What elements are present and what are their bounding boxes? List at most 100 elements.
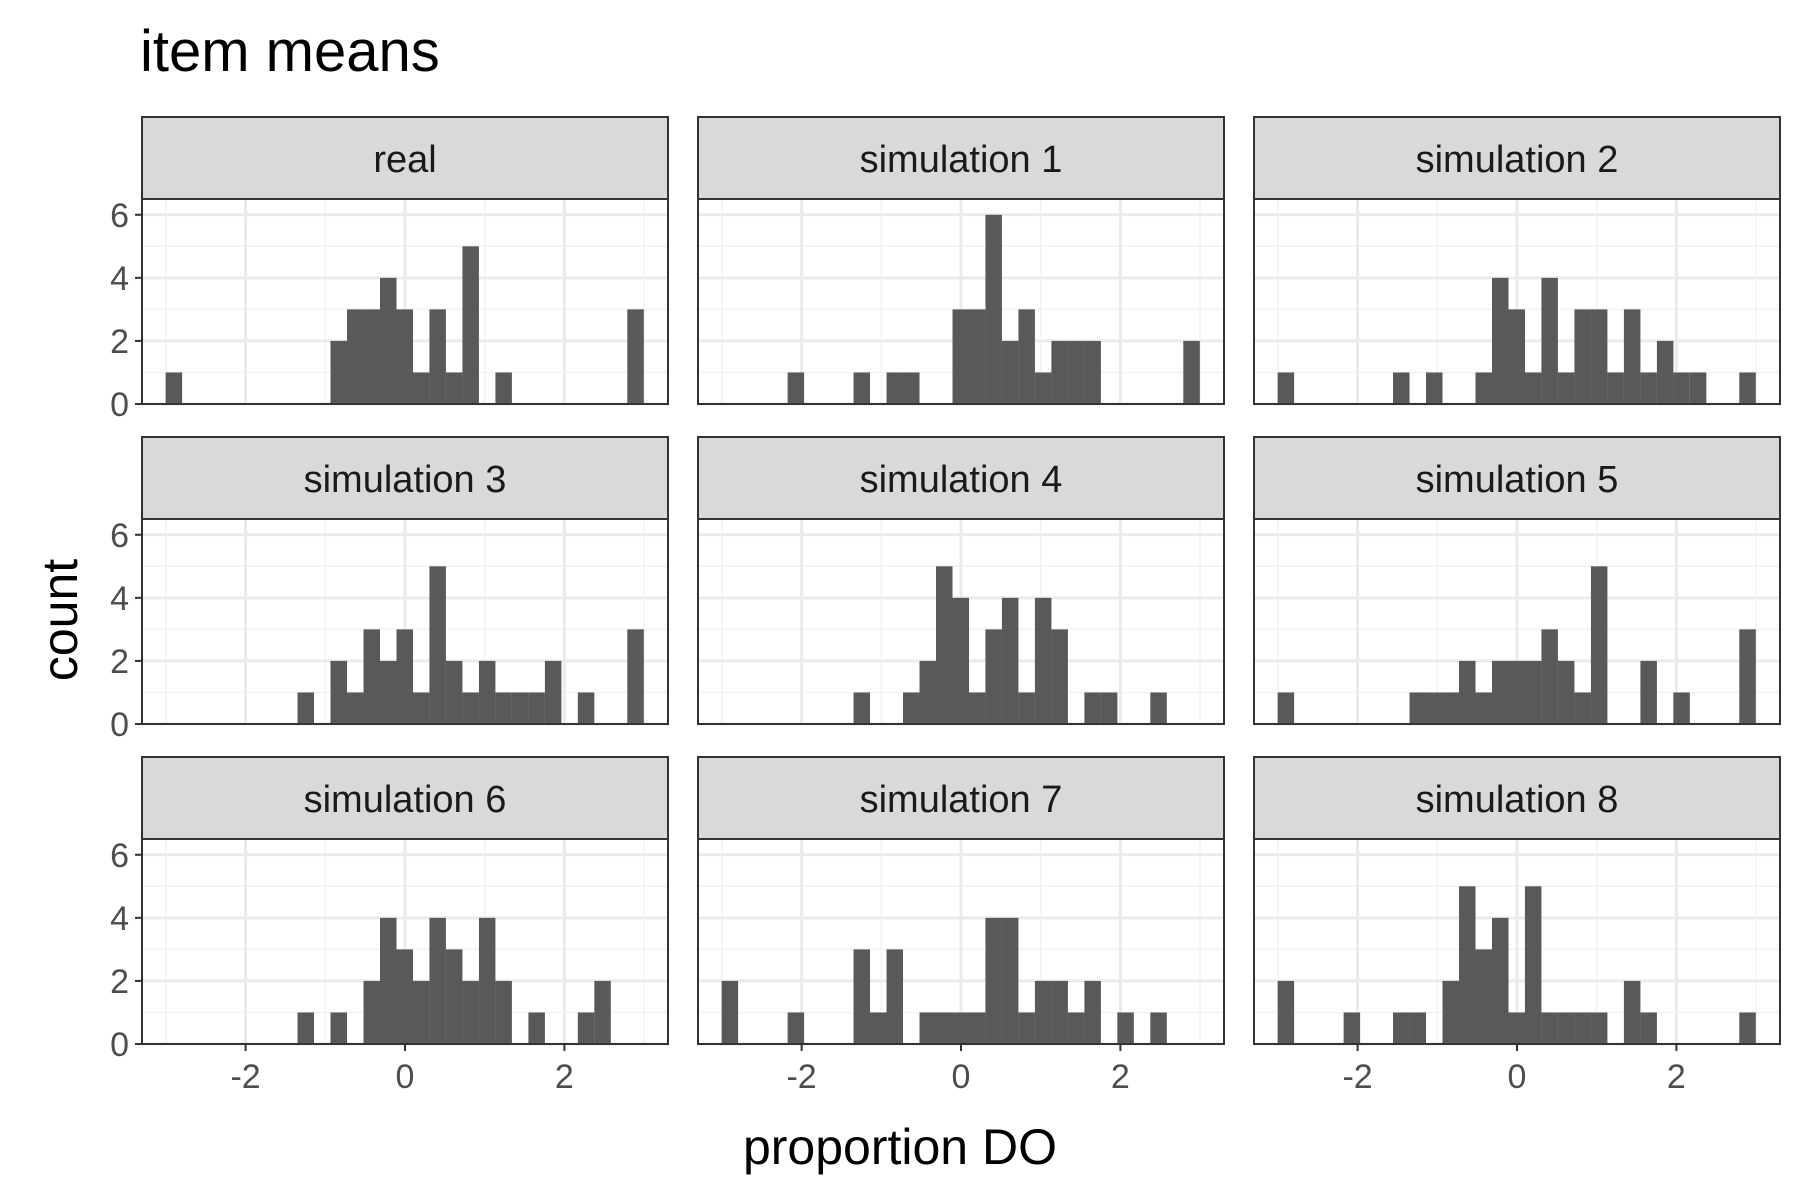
histogram-bar bbox=[462, 246, 479, 404]
histogram-bar bbox=[1475, 372, 1493, 404]
y-tick-label: 0 bbox=[110, 706, 129, 744]
histogram-bar bbox=[1541, 1012, 1558, 1044]
histogram-bar bbox=[1343, 1012, 1361, 1044]
histogram-bar bbox=[347, 309, 364, 404]
y-tick-label: 0 bbox=[110, 386, 129, 424]
facet-panel: simulation 5 bbox=[1253, 436, 1781, 726]
histogram-bar bbox=[1150, 1012, 1167, 1044]
histogram-bar bbox=[1409, 1012, 1427, 1044]
histogram-bar bbox=[1590, 566, 1608, 724]
histogram-bar bbox=[1640, 372, 1657, 404]
histogram-bar bbox=[1084, 980, 1101, 1044]
histogram-bar bbox=[1524, 660, 1542, 724]
facet-strip bbox=[697, 436, 1225, 520]
histogram-bar bbox=[919, 1012, 937, 1044]
histogram-bar bbox=[1409, 692, 1427, 724]
panel-border bbox=[1253, 518, 1781, 725]
histogram-bar bbox=[1590, 1012, 1608, 1044]
histogram-bar bbox=[853, 949, 871, 1044]
facet-strip bbox=[1253, 756, 1781, 840]
histogram-bar bbox=[870, 1012, 887, 1044]
histogram-bar bbox=[627, 629, 644, 724]
facet-strip-label: simulation 1 bbox=[860, 139, 1063, 181]
facet-strip-label: real bbox=[373, 139, 436, 181]
histogram-bar bbox=[429, 566, 446, 724]
histogram-bar bbox=[985, 629, 1002, 724]
histogram-bar bbox=[1117, 1012, 1134, 1044]
y-tick-label: 2 bbox=[110, 963, 129, 1001]
histogram-bar bbox=[1557, 660, 1575, 724]
histogram-bar bbox=[936, 566, 953, 724]
histogram-bar bbox=[1492, 917, 1509, 1044]
x-tick-label: -2 bbox=[786, 1058, 816, 1096]
histogram-bar bbox=[1475, 692, 1493, 724]
y-tick-label: 6 bbox=[110, 517, 129, 555]
histogram-bar bbox=[412, 372, 430, 404]
histogram-bar bbox=[1150, 692, 1167, 724]
facet-strip bbox=[697, 756, 1225, 840]
histogram-bar bbox=[1524, 886, 1542, 1044]
histogram-bar bbox=[1051, 980, 1068, 1044]
facet-strip-label: simulation 7 bbox=[860, 779, 1063, 821]
histogram-bar bbox=[1459, 886, 1476, 1044]
facet-strip-label: simulation 4 bbox=[860, 459, 1063, 501]
histogram-bar bbox=[1051, 340, 1068, 404]
histogram-bar bbox=[985, 214, 1002, 404]
panel-border bbox=[141, 518, 669, 725]
facet-panel: simulation 3 0 2 4 6 bbox=[110, 436, 669, 744]
histogram-bar bbox=[1557, 372, 1575, 404]
x-tick-label: 2 bbox=[555, 1058, 574, 1096]
histogram-bar bbox=[1034, 372, 1052, 404]
histogram-bar bbox=[1475, 949, 1493, 1044]
histogram-bar bbox=[462, 980, 479, 1044]
histogram-bar bbox=[1442, 692, 1460, 724]
histogram-bar bbox=[1541, 277, 1558, 404]
histogram-bar bbox=[952, 1012, 970, 1044]
histogram-bar bbox=[577, 692, 595, 724]
histogram-bar bbox=[1524, 372, 1542, 404]
histogram-bar bbox=[919, 660, 937, 724]
histogram-bar bbox=[544, 660, 562, 724]
facet-panel: simulation 7 -2 0 2 bbox=[697, 756, 1225, 1096]
histogram-bar bbox=[380, 660, 397, 724]
panel-border bbox=[141, 198, 669, 405]
histogram-bar bbox=[952, 597, 970, 724]
facet-strip bbox=[141, 436, 669, 520]
histogram-bar bbox=[968, 692, 986, 724]
histogram-bar bbox=[936, 1012, 953, 1044]
histogram-bar bbox=[1442, 980, 1460, 1044]
y-tick-label: 4 bbox=[110, 580, 129, 618]
histogram-bar bbox=[396, 309, 414, 404]
histogram-bar bbox=[594, 980, 611, 1044]
chart-title: item means bbox=[140, 19, 440, 84]
histogram-bar bbox=[380, 277, 397, 404]
histogram-bar bbox=[721, 980, 739, 1044]
facet-strip-label: simulation 5 bbox=[1416, 459, 1619, 501]
histogram-bar bbox=[985, 917, 1002, 1044]
histogram-bar bbox=[1508, 660, 1526, 724]
histogram-bar bbox=[511, 692, 529, 724]
histogram-bar bbox=[445, 660, 463, 724]
facet-strip-label: simulation 6 bbox=[304, 779, 507, 821]
facet-strip bbox=[141, 116, 669, 200]
histogram-bar bbox=[297, 692, 315, 724]
facet-panel: real 0 2 4 6 bbox=[110, 116, 669, 424]
histogram-bar bbox=[528, 1012, 545, 1044]
histogram-bar bbox=[1051, 629, 1068, 724]
histogram-bar bbox=[1393, 1012, 1410, 1044]
facet-panel: simulation 4 bbox=[697, 436, 1225, 726]
histogram-bar bbox=[1607, 372, 1624, 404]
histogram-bar bbox=[1574, 692, 1591, 724]
facet-strip-label: simulation 2 bbox=[1416, 139, 1619, 181]
x-tick-label: 0 bbox=[952, 1058, 971, 1096]
histogram-bar bbox=[495, 372, 512, 404]
histogram-bar bbox=[1277, 980, 1295, 1044]
histogram-bar bbox=[627, 309, 644, 404]
x-tick-label: -2 bbox=[1342, 1058, 1372, 1096]
x-tick-label: 0 bbox=[396, 1058, 415, 1096]
histogram-bar bbox=[853, 372, 871, 404]
histogram-bar bbox=[1034, 980, 1052, 1044]
histogram-bar bbox=[1590, 309, 1608, 404]
histogram-bar bbox=[968, 309, 986, 404]
